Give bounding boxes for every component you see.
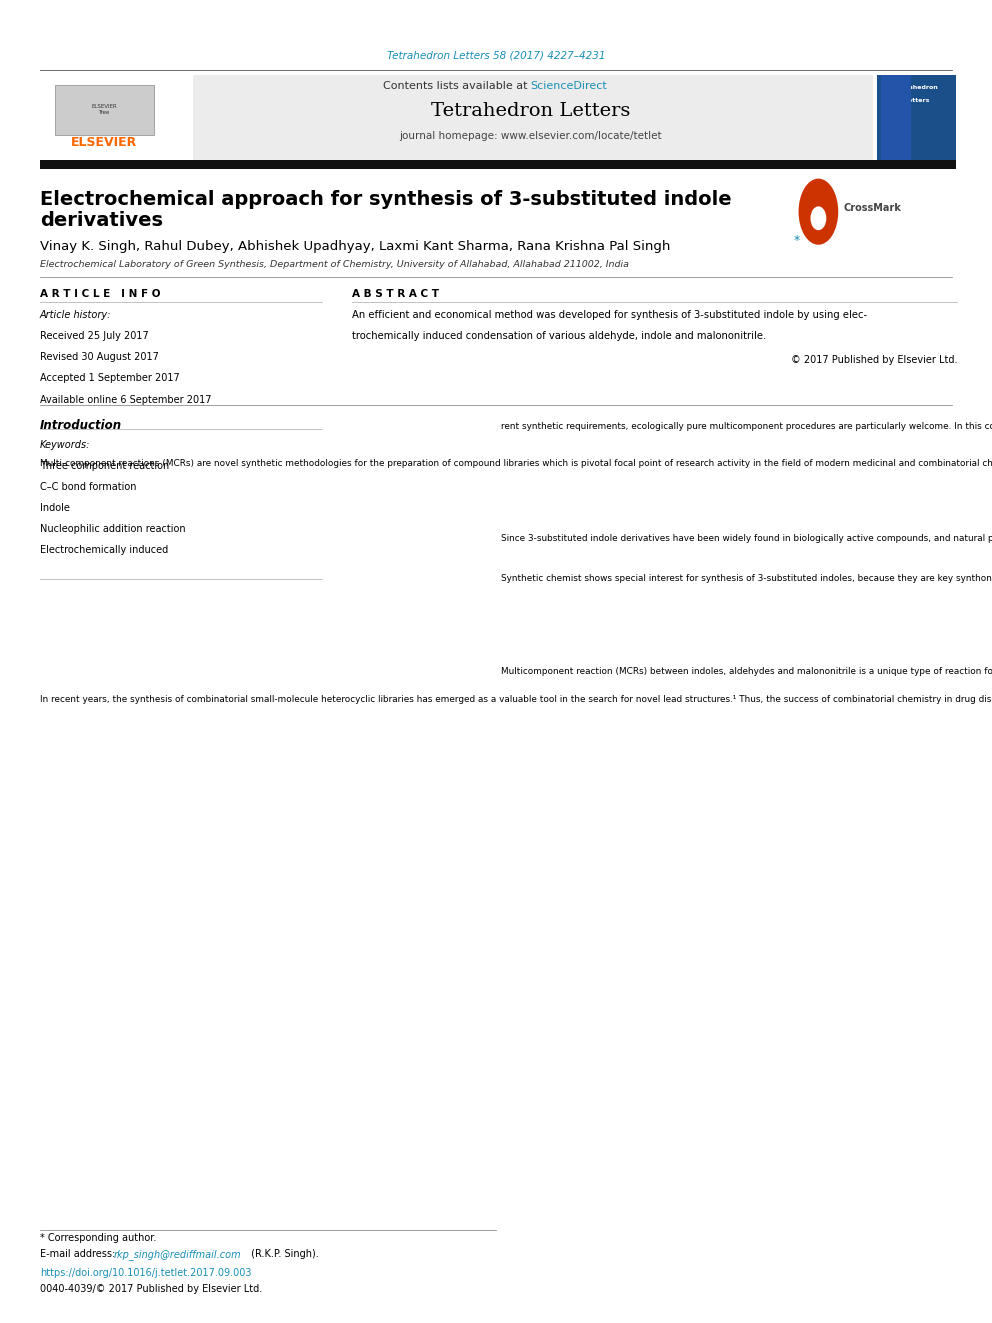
Text: derivatives: derivatives (40, 212, 163, 230)
Text: *: * (794, 234, 800, 247)
Text: Letters: Letters (904, 98, 930, 103)
Text: 0040-4039/© 2017 Published by Elsevier Ltd.: 0040-4039/© 2017 Published by Elsevier L… (40, 1283, 262, 1294)
Text: Since 3-substituted indole derivatives have been widely found in biologically ac: Since 3-substituted indole derivatives h… (501, 534, 992, 544)
Text: Multicomponent reaction (MCRs) between indoles, aldehydes and malononitrile is a: Multicomponent reaction (MCRs) between i… (501, 667, 992, 676)
Text: Vinay K. Singh, Rahul Dubey, Abhishek Upadhyay, Laxmi Kant Sharma, Rana Krishna : Vinay K. Singh, Rahul Dubey, Abhishek Up… (40, 239, 670, 253)
Ellipse shape (810, 206, 826, 230)
Text: Electrochemical approach for synthesis of 3-substituted indole: Electrochemical approach for synthesis o… (40, 191, 731, 209)
Text: Tetrahedron Letters: Tetrahedron Letters (432, 102, 630, 120)
Text: Electrochemically induced: Electrochemically induced (40, 545, 168, 556)
Text: Electrochemical Laboratory of Green Synthesis, Department of Chemistry, Universi: Electrochemical Laboratory of Green Synt… (40, 261, 629, 269)
FancyBboxPatch shape (55, 85, 154, 135)
Text: (R.K.P. Singh).: (R.K.P. Singh). (248, 1249, 318, 1259)
Text: ELSEVIER: ELSEVIER (71, 136, 137, 149)
FancyBboxPatch shape (881, 75, 911, 160)
Text: A B S T R A C T: A B S T R A C T (352, 288, 439, 299)
Ellipse shape (799, 179, 838, 245)
Text: E-mail address:: E-mail address: (40, 1249, 118, 1259)
Text: Article history:: Article history: (40, 310, 111, 320)
Text: trochemically induced condensation of various aldehyde, indole and malononitrile: trochemically induced condensation of va… (352, 331, 767, 341)
Text: Multi-component reactions (MCRs) are novel synthetic methodologies for the prepa: Multi-component reactions (MCRs) are nov… (40, 459, 992, 468)
FancyBboxPatch shape (193, 75, 873, 160)
Text: rent synthetic requirements, ecologically pure multicomponent procedures are par: rent synthetic requirements, ecologicall… (501, 422, 992, 431)
Text: An efficient and economical method was developed for synthesis of 3-substituted : An efficient and economical method was d… (352, 310, 867, 320)
Text: Contents lists available at: Contents lists available at (383, 81, 531, 91)
FancyBboxPatch shape (40, 160, 956, 169)
Text: Introduction: Introduction (40, 419, 122, 433)
Text: Received 25 July 2017: Received 25 July 2017 (40, 331, 149, 341)
Text: CrossMark: CrossMark (843, 202, 901, 213)
Text: A R T I C L E   I N F O: A R T I C L E I N F O (40, 288, 160, 299)
Text: Tetrahedron: Tetrahedron (895, 85, 938, 90)
Text: * Corresponding author.: * Corresponding author. (40, 1233, 156, 1244)
Text: Available online 6 September 2017: Available online 6 September 2017 (40, 394, 211, 405)
Text: Nucleophilic addition reaction: Nucleophilic addition reaction (40, 524, 186, 534)
Text: Indole: Indole (40, 503, 69, 513)
Text: Tetrahedron Letters 58 (2017) 4227–4231: Tetrahedron Letters 58 (2017) 4227–4231 (387, 50, 605, 61)
Text: Synthetic chemist shows special interest for synthesis of 3-substituted indoles,: Synthetic chemist shows special interest… (501, 574, 992, 583)
Text: Accepted 1 September 2017: Accepted 1 September 2017 (40, 373, 180, 384)
FancyBboxPatch shape (40, 75, 193, 160)
Text: Three component reaction: Three component reaction (40, 460, 169, 471)
FancyBboxPatch shape (877, 75, 956, 160)
Text: Revised 30 August 2017: Revised 30 August 2017 (40, 352, 159, 363)
Text: In recent years, the synthesis of combinatorial small-molecule heterocyclic libr: In recent years, the synthesis of combin… (40, 695, 992, 704)
Text: journal homepage: www.elsevier.com/locate/tetlet: journal homepage: www.elsevier.com/locat… (400, 131, 662, 142)
Text: https://doi.org/10.1016/j.tetlet.2017.09.003: https://doi.org/10.1016/j.tetlet.2017.09… (40, 1267, 251, 1278)
Text: ScienceDirect: ScienceDirect (531, 81, 607, 91)
Text: rkp_singh@rediffmail.com: rkp_singh@rediffmail.com (114, 1249, 242, 1259)
Text: Keywords:: Keywords: (40, 439, 90, 450)
Text: ELSEVIER
Tree: ELSEVIER Tree (91, 105, 117, 115)
Text: C–C bond formation: C–C bond formation (40, 482, 136, 492)
Text: © 2017 Published by Elsevier Ltd.: © 2017 Published by Elsevier Ltd. (791, 355, 957, 365)
